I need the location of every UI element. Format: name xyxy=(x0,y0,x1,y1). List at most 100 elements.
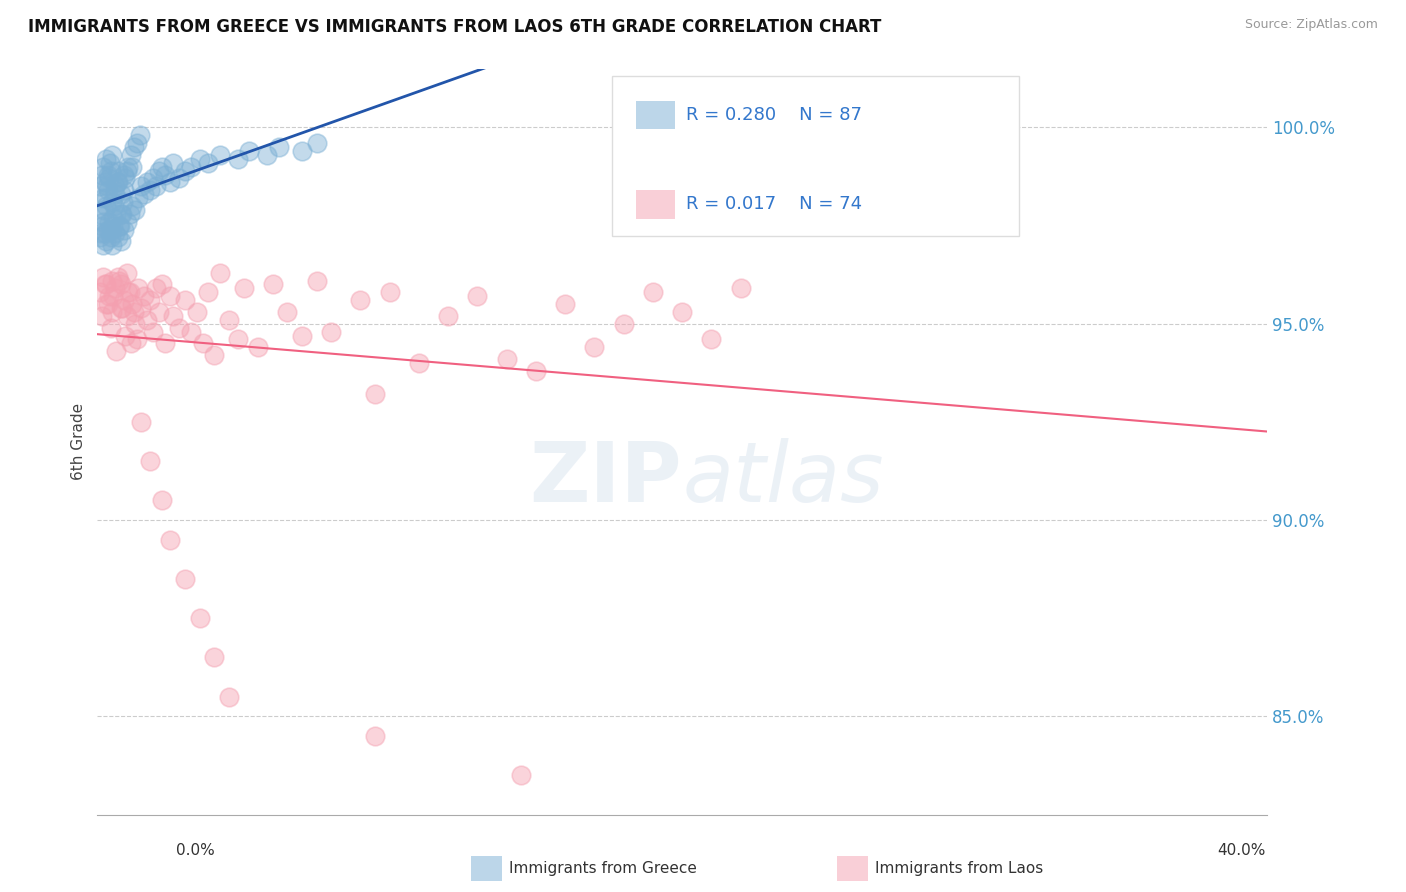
Point xyxy=(174,293,197,308)
Point xyxy=(218,313,240,327)
Point xyxy=(153,336,176,351)
Point xyxy=(188,152,211,166)
Point xyxy=(129,415,152,429)
Point xyxy=(554,297,576,311)
Point xyxy=(90,219,112,233)
Point xyxy=(437,309,460,323)
Point xyxy=(91,160,114,174)
Point xyxy=(94,191,117,205)
Point xyxy=(94,199,117,213)
Text: Source: ZipAtlas.com: Source: ZipAtlas.com xyxy=(1244,18,1378,31)
Point xyxy=(188,611,211,625)
Point xyxy=(89,207,111,221)
Point xyxy=(159,289,181,303)
Point xyxy=(90,227,112,241)
Point xyxy=(121,297,143,311)
Text: Immigrants from Laos: Immigrants from Laos xyxy=(875,862,1043,876)
Point xyxy=(159,533,181,547)
Point xyxy=(110,235,132,249)
Point xyxy=(291,144,314,158)
Point xyxy=(700,333,723,347)
Text: R = 0.017    N = 74: R = 0.017 N = 74 xyxy=(686,195,862,213)
Point xyxy=(115,214,138,228)
Point xyxy=(364,729,387,743)
Point xyxy=(247,340,270,354)
Point xyxy=(115,309,138,323)
Point xyxy=(174,163,197,178)
Point xyxy=(100,163,122,178)
Point xyxy=(108,219,131,233)
Point xyxy=(104,227,127,241)
Point xyxy=(121,160,143,174)
Point xyxy=(238,144,260,158)
Point xyxy=(305,274,328,288)
Point xyxy=(98,289,121,303)
Point xyxy=(90,168,112,182)
Point xyxy=(114,328,136,343)
Point xyxy=(110,301,132,315)
Point xyxy=(129,179,152,194)
Point xyxy=(197,285,219,300)
Point xyxy=(191,336,214,351)
Point xyxy=(641,285,664,300)
Point xyxy=(89,179,111,194)
Point xyxy=(110,207,132,221)
Point xyxy=(98,155,121,169)
Point xyxy=(97,168,120,182)
Point xyxy=(232,281,254,295)
Text: IMMIGRANTS FROM GREECE VS IMMIGRANTS FROM LAOS 6TH GRADE CORRELATION CHART: IMMIGRANTS FROM GREECE VS IMMIGRANTS FRO… xyxy=(28,18,882,36)
Point xyxy=(124,317,146,331)
Point xyxy=(104,179,127,194)
Point xyxy=(105,207,128,221)
Point xyxy=(94,297,117,311)
Point xyxy=(180,325,202,339)
Point xyxy=(139,183,162,197)
Point xyxy=(524,364,547,378)
Point xyxy=(101,148,124,162)
Point xyxy=(91,191,114,205)
Point xyxy=(103,289,125,303)
Point xyxy=(349,293,371,308)
Point xyxy=(671,305,693,319)
Point xyxy=(120,336,142,351)
Point xyxy=(209,148,232,162)
Point xyxy=(125,333,148,347)
Point xyxy=(256,148,278,162)
Point xyxy=(93,202,115,217)
Point xyxy=(150,493,173,508)
Point xyxy=(305,136,328,150)
Point xyxy=(226,333,249,347)
Point xyxy=(127,281,149,295)
Point xyxy=(101,194,124,209)
Point xyxy=(107,175,129,189)
Point xyxy=(107,163,129,178)
Point xyxy=(148,305,170,319)
Point xyxy=(127,191,149,205)
Point xyxy=(98,214,121,228)
Point xyxy=(174,572,197,586)
Point xyxy=(197,155,219,169)
Point xyxy=(103,199,125,213)
Point xyxy=(98,171,121,186)
Point xyxy=(291,328,314,343)
Point xyxy=(107,269,129,284)
Point xyxy=(111,207,134,221)
Point xyxy=(110,277,132,292)
Point xyxy=(124,202,146,217)
Point xyxy=(139,454,162,468)
Text: 40.0%: 40.0% xyxy=(1218,843,1265,858)
Point xyxy=(180,160,202,174)
Point xyxy=(112,183,135,197)
Point xyxy=(139,293,162,308)
Point xyxy=(120,148,142,162)
Point xyxy=(167,320,190,334)
Point xyxy=(101,274,124,288)
Point xyxy=(159,175,181,189)
Point xyxy=(115,266,138,280)
Point xyxy=(112,194,135,209)
Point xyxy=(101,238,124,252)
Point xyxy=(730,281,752,295)
Point xyxy=(97,297,120,311)
Point xyxy=(89,230,111,244)
Point xyxy=(583,340,606,354)
